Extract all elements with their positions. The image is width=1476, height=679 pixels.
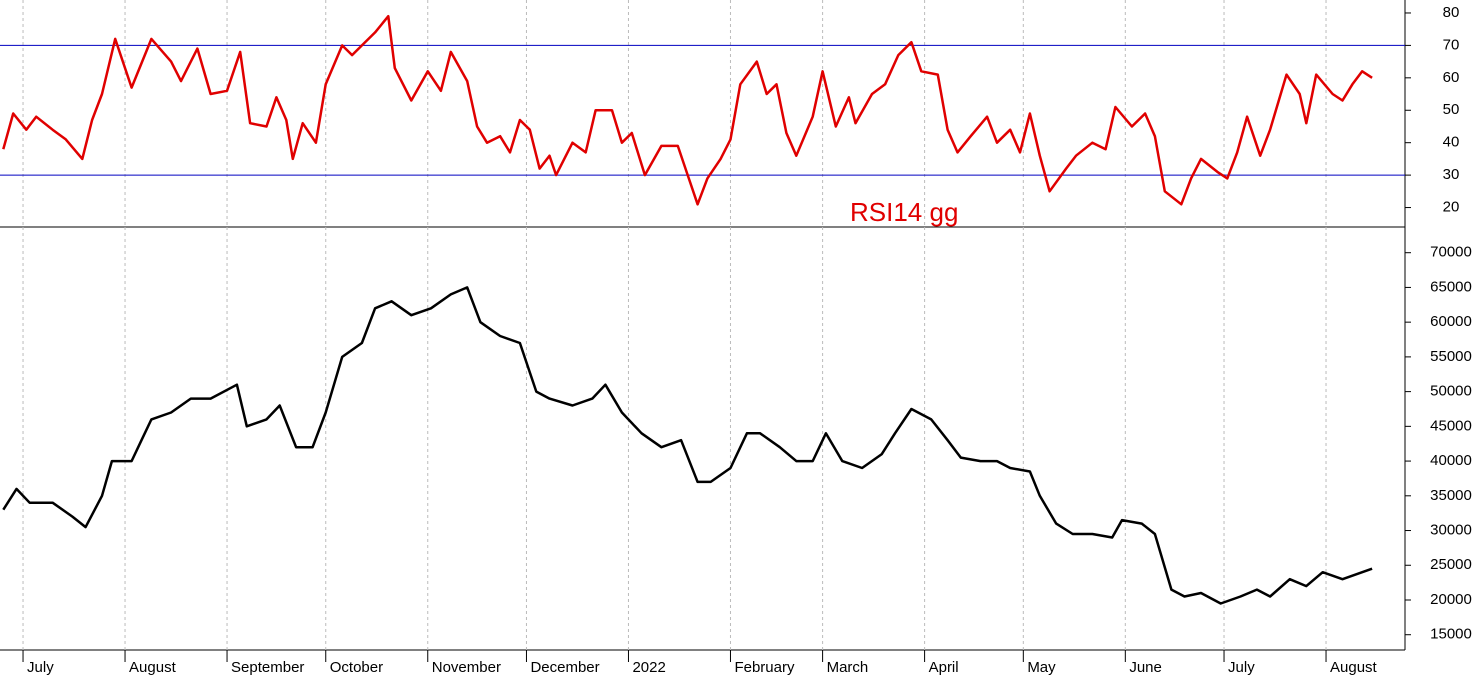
y-tick-label: 80 [1443, 4, 1460, 21]
y-tick-label: 50000 [1430, 383, 1472, 400]
y-tick-label: 70000 [1430, 244, 1472, 261]
y-tick-label: 55000 [1430, 348, 1472, 365]
series-line [2, 286, 1373, 605]
x-tick-label: September [231, 659, 304, 676]
y-tick-label: 60 [1443, 69, 1460, 86]
y-tick-label: 30 [1443, 166, 1460, 183]
y-tick-label: 25000 [1430, 556, 1472, 573]
y-tick-label: 45000 [1430, 417, 1472, 434]
x-tick-label: July [1228, 659, 1255, 676]
y-tick-label: 65000 [1430, 278, 1472, 295]
x-tick-label: April [929, 659, 959, 676]
y-tick-label: 20 [1443, 199, 1460, 216]
x-tick-label: October [330, 659, 383, 676]
x-tick-label: March [827, 659, 869, 676]
y-tick-label: 40000 [1430, 452, 1472, 469]
x-tick-label: July [27, 659, 54, 676]
x-tick-label: November [432, 659, 501, 676]
panel-label: RSI14 gg [850, 197, 958, 227]
x-tick-label: August [1330, 659, 1378, 676]
x-tick-label: May [1027, 659, 1056, 676]
x-tick-label: 2022 [632, 659, 665, 676]
y-tick-label: 70 [1443, 36, 1460, 53]
x-tick-label: December [530, 659, 599, 676]
x-tick-label: June [1129, 659, 1162, 676]
x-tick-label: August [129, 659, 177, 676]
y-tick-label: 20000 [1430, 591, 1472, 608]
y-tick-label: 30000 [1430, 522, 1472, 539]
x-tick-label: February [734, 659, 795, 676]
y-tick-label: 15000 [1430, 626, 1472, 643]
y-tick-label: 35000 [1430, 487, 1472, 504]
y-tick-label: 40 [1443, 134, 1460, 151]
y-tick-label: 60000 [1430, 313, 1472, 330]
series-line [2, 14, 1373, 206]
y-tick-label: 50 [1443, 101, 1460, 118]
